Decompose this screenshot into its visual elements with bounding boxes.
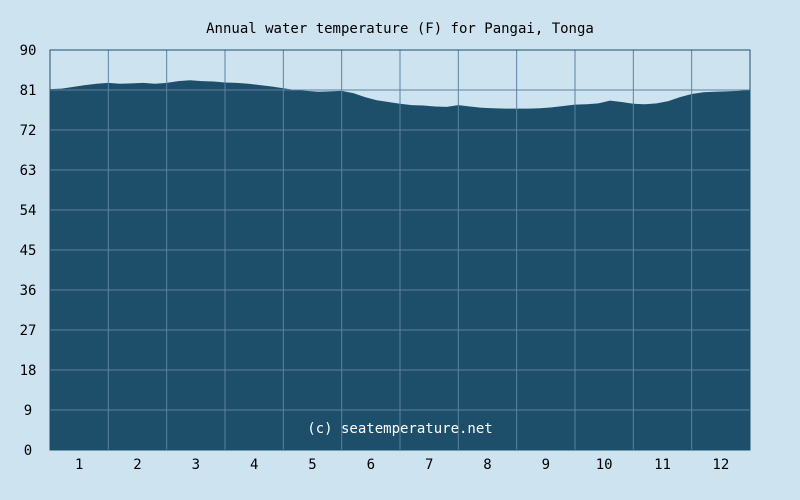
watermark: (c) seatemperature.net — [307, 421, 492, 437]
x-tick-label: 8 — [483, 457, 491, 473]
x-tick-label: 5 — [308, 457, 316, 473]
x-tick-label: 2 — [133, 457, 141, 473]
y-tick-label: 36 — [20, 283, 37, 299]
y-tick-label: 63 — [20, 163, 37, 179]
y-tick-label: 45 — [20, 243, 37, 259]
x-tick-label: 4 — [250, 457, 258, 473]
y-tick-label: 81 — [20, 83, 37, 99]
y-axis-tick-labels: 0 9 18 27 36 45 54 63 72 81 90 — [20, 43, 37, 459]
chart-title: Annual water temperature (F) for Pangai,… — [206, 21, 594, 37]
y-tick-label: 54 — [20, 203, 37, 219]
x-axis-tick-labels: 1 2 3 4 5 6 7 8 9 10 11 12 — [75, 457, 729, 473]
y-tick-label: 9 — [24, 403, 32, 419]
y-tick-label: 27 — [20, 323, 37, 339]
plot-area — [49, 49, 751, 451]
x-tick-label: 6 — [367, 457, 375, 473]
y-tick-label: 72 — [20, 123, 37, 139]
x-tick-label: 7 — [425, 457, 433, 473]
y-tick-label: 90 — [20, 43, 37, 59]
x-tick-label: 10 — [596, 457, 613, 473]
x-tick-label: 1 — [75, 457, 83, 473]
x-tick-label: 12 — [712, 457, 729, 473]
y-tick-label: 18 — [20, 363, 37, 379]
x-tick-label: 11 — [654, 457, 671, 473]
x-tick-label: 9 — [542, 457, 550, 473]
y-tick-label: 0 — [24, 443, 32, 459]
plot-frame — [49, 49, 751, 451]
x-tick-label: 3 — [192, 457, 200, 473]
